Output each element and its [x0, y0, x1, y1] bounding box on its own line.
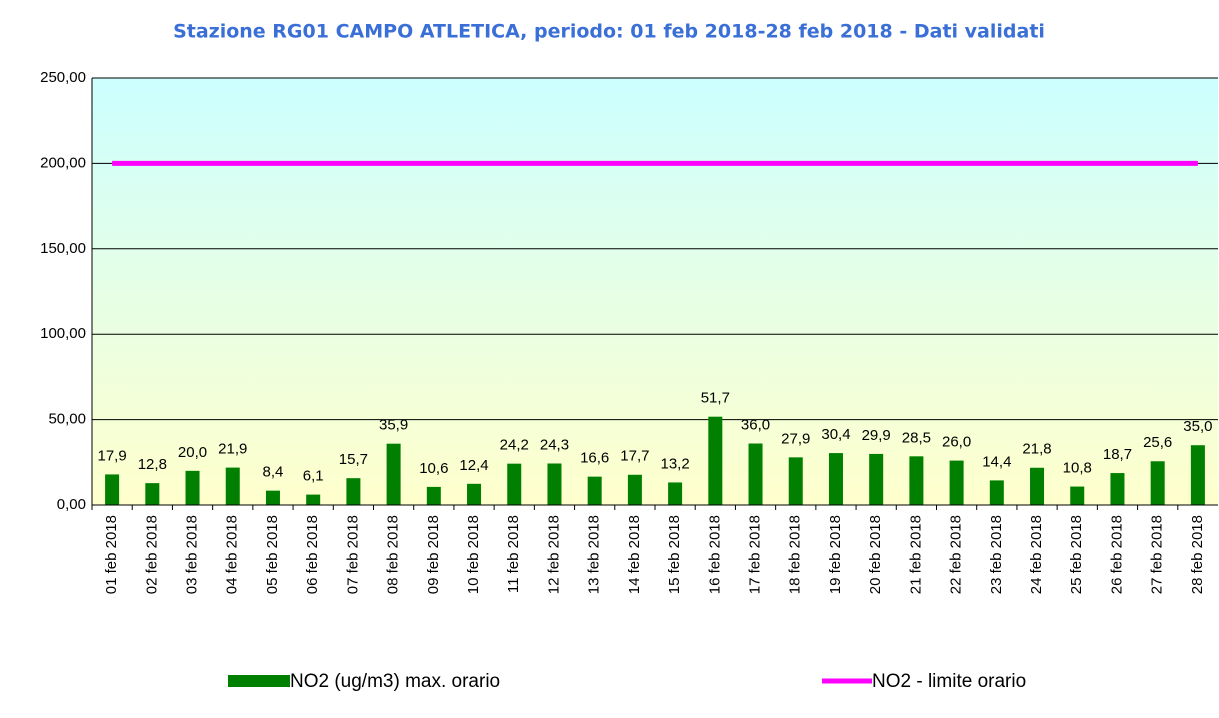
x-tick-label: 24 feb 2018: [1028, 515, 1045, 594]
data-label: 18,7: [1103, 446, 1132, 463]
bar: [1150, 461, 1165, 505]
x-tick-label: 05 feb 2018: [264, 515, 281, 594]
data-label: 16,6: [580, 450, 609, 467]
data-label: 12,8: [138, 456, 167, 473]
y-tick-label: 50,00: [48, 411, 86, 428]
bar: [225, 467, 240, 505]
bar: [627, 474, 642, 505]
bar: [547, 463, 562, 505]
data-label: 35,9: [379, 417, 408, 434]
y-tick-label: 100,00: [40, 325, 86, 342]
bar: [306, 494, 321, 505]
bar: [708, 416, 723, 505]
x-tick-label: 04 feb 2018: [224, 515, 241, 594]
data-label: 51,7: [701, 390, 730, 407]
data-label: 12,4: [459, 457, 488, 474]
data-label: 17,7: [620, 448, 649, 465]
x-tick-label: 09 feb 2018: [425, 515, 442, 594]
data-label: 24,2: [500, 437, 529, 454]
x-tick-label: 28 feb 2018: [1189, 515, 1206, 594]
bar: [1030, 467, 1045, 505]
data-label: 26,0: [942, 434, 971, 451]
bar: [105, 474, 120, 505]
data-label: 27,9: [781, 430, 810, 447]
bar: [145, 483, 160, 505]
x-tick-label: 22 feb 2018: [948, 515, 965, 594]
x-tick-label: 14 feb 2018: [626, 515, 643, 594]
bar: [587, 476, 602, 505]
bar: [386, 443, 401, 505]
bar: [828, 453, 843, 505]
x-tick-label: 10 feb 2018: [465, 515, 482, 594]
data-label: 29,9: [862, 427, 891, 444]
data-label: 17,9: [98, 447, 127, 464]
x-tick-label: 23 feb 2018: [988, 515, 1005, 594]
x-tick-label: 15 feb 2018: [666, 515, 683, 594]
bar: [909, 456, 924, 505]
bar: [185, 470, 200, 505]
data-label: 10,8: [1063, 460, 1092, 477]
bar: [467, 483, 482, 505]
bar: [869, 453, 884, 505]
data-label: 36,0: [741, 416, 770, 433]
x-tick-label: 07 feb 2018: [344, 515, 361, 594]
bar: [346, 478, 361, 505]
bar: [426, 486, 441, 505]
x-tick-label: 18 feb 2018: [787, 515, 804, 594]
legend-label: NO2 - limite orario: [872, 671, 1026, 692]
x-tick-label: 02 feb 2018: [143, 515, 160, 594]
legend-swatch: [228, 675, 290, 687]
data-label: 6,1: [303, 468, 324, 485]
x-tick-label: 16 feb 2018: [706, 515, 723, 594]
data-label: 13,2: [661, 455, 690, 472]
data-label: 25,6: [1143, 434, 1172, 451]
x-tick-label: 20 feb 2018: [867, 515, 884, 594]
data-label: 10,6: [419, 460, 448, 477]
data-label: 14,4: [982, 453, 1011, 470]
data-label: 15,7: [339, 451, 368, 468]
x-tick-label: 06 feb 2018: [304, 515, 321, 594]
x-tick-label: 01 feb 2018: [103, 515, 120, 594]
y-tick-label: 250,00: [40, 69, 86, 86]
x-tick-label: 13 feb 2018: [586, 515, 603, 594]
bar: [1070, 486, 1085, 505]
x-tick-label: 27 feb 2018: [1149, 515, 1166, 594]
bar: [989, 480, 1004, 505]
bar: [265, 490, 280, 505]
bar: [1190, 445, 1205, 505]
bar: [788, 457, 803, 505]
bar: [949, 460, 964, 505]
x-tick-label: 17 feb 2018: [747, 515, 764, 594]
y-tick-label: 0,00: [57, 496, 86, 513]
x-tick-label: 08 feb 2018: [385, 515, 402, 594]
y-tick-label: 150,00: [40, 240, 86, 257]
x-tick-label: 19 feb 2018: [827, 515, 844, 594]
x-tick-label: 26 feb 2018: [1108, 515, 1125, 594]
data-label: 24,3: [540, 436, 569, 453]
data-label: 21,8: [1022, 441, 1051, 458]
x-tick-label: 11 feb 2018: [505, 515, 522, 593]
x-tick-label: 03 feb 2018: [184, 515, 201, 594]
data-label: 20,0: [178, 444, 207, 461]
data-label: 21,9: [218, 441, 247, 458]
bar: [1110, 473, 1125, 505]
data-label: 8,4: [263, 464, 284, 481]
x-tick-label: 12 feb 2018: [545, 515, 562, 594]
x-tick-label: 25 feb 2018: [1068, 515, 1085, 594]
data-label: 28,5: [902, 429, 931, 446]
bar: [668, 482, 683, 505]
x-tick-label: 21 feb 2018: [907, 515, 924, 594]
bar: [507, 463, 522, 505]
chart-title: Stazione RG01 CAMPO ATLETICA, periodo: 0…: [173, 21, 1045, 43]
data-label: 30,4: [821, 426, 850, 443]
plot-area: [92, 78, 1218, 505]
bar: [748, 443, 763, 505]
data-label: 35,0: [1183, 418, 1212, 435]
legend-label: NO2 (ug/m3) max. orario: [290, 671, 500, 692]
y-tick-label: 200,00: [40, 154, 86, 171]
